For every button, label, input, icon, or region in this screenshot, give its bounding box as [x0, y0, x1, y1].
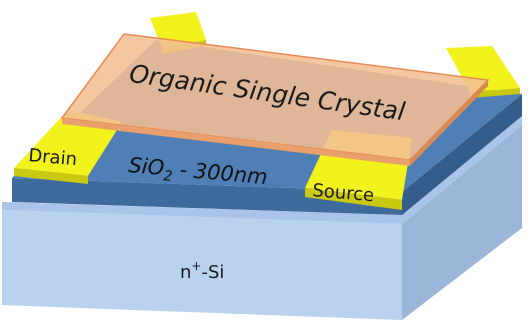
gate-pad-back-right-front [470, 88, 520, 98]
crystal-right-face [410, 80, 488, 166]
drain-label: Drain [28, 145, 78, 170]
substrate-right-face [402, 125, 522, 320]
oxide-right-face [402, 94, 522, 215]
substrate-label-main: n [180, 262, 191, 283]
oxide-label-main: SiO [128, 153, 166, 180]
drain-electrode-front [14, 168, 88, 184]
substrate-label-superscript: + [191, 259, 201, 273]
substrate-label-rest: -Si [201, 262, 224, 283]
substrate-label: n+-Si [180, 259, 224, 283]
oxide-front-face [12, 178, 402, 215]
source-electrode-front [305, 188, 402, 210]
oxide-label-subscript: 2 [163, 168, 173, 185]
substrate-front-face [2, 210, 402, 320]
crystal-front-face [62, 118, 410, 166]
